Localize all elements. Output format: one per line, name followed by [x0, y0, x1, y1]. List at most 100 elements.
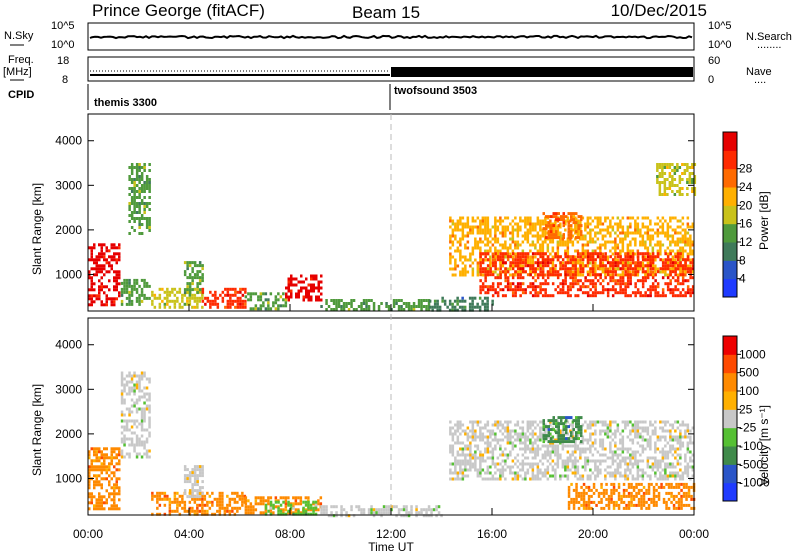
power-cell	[549, 240, 552, 244]
power-cell	[664, 258, 667, 262]
velocity-cell	[123, 419, 126, 423]
power-cell	[138, 196, 141, 199]
velocity-cell	[686, 423, 690, 427]
power-cell	[666, 166, 669, 169]
power-cell	[541, 222, 545, 226]
power-cell	[559, 234, 562, 238]
power-cell	[98, 270, 101, 274]
power-cell	[584, 255, 587, 259]
power-cell	[621, 270, 625, 274]
power-cell	[646, 231, 650, 235]
velocity-cell	[649, 423, 652, 427]
velocity-cell	[501, 423, 505, 427]
power-cell	[594, 252, 597, 256]
power-cell	[138, 220, 141, 223]
velocity-cell	[521, 447, 525, 451]
power-cell	[601, 222, 605, 226]
velocity-cell	[571, 444, 575, 448]
power-cell	[574, 258, 577, 262]
velocity-cell	[178, 503, 182, 507]
power-cell	[90, 276, 93, 280]
power-cell	[629, 276, 632, 280]
power-cell	[335, 302, 338, 305]
power-cell	[546, 243, 550, 247]
power-cell	[491, 258, 495, 262]
power-cell	[601, 270, 605, 274]
power-cell	[231, 293, 235, 297]
velocity-cell	[566, 468, 570, 472]
power-cell	[681, 249, 685, 253]
power-cell	[519, 267, 522, 271]
velocity-cell	[599, 468, 602, 472]
velocity-cell	[541, 453, 545, 457]
power-cell	[128, 278, 131, 282]
velocity-cell	[691, 465, 695, 469]
power-cell	[128, 232, 131, 235]
velocity-cell	[644, 447, 647, 451]
velocity-cell	[549, 474, 552, 478]
velocity-cell	[586, 474, 590, 478]
power-cell	[636, 231, 640, 235]
power-cell	[103, 258, 106, 262]
power-cell	[654, 255, 657, 259]
power-cell	[626, 273, 630, 277]
velocity-cell	[140, 395, 144, 399]
velocity-cell	[504, 459, 507, 463]
power-cell	[239, 299, 242, 303]
velocity-cell	[469, 462, 472, 466]
velocity-cell	[193, 489, 197, 493]
power-cell	[138, 217, 141, 220]
power-cell	[476, 273, 480, 277]
power-cell	[531, 276, 535, 280]
power-cell	[661, 172, 664, 175]
velocity-cell	[509, 432, 512, 436]
velocity-cell	[236, 500, 239, 504]
power-cell	[641, 258, 645, 262]
velocity-cell	[580, 428, 583, 432]
velocity-cell	[684, 456, 687, 460]
power-cell	[591, 219, 595, 223]
velocity-cell	[88, 456, 91, 460]
velocity-cell	[534, 474, 537, 478]
power-cell	[539, 270, 542, 274]
velocity-cell	[609, 465, 612, 469]
power-cell	[631, 252, 635, 256]
power-cell	[636, 225, 640, 229]
power-cell	[449, 234, 452, 238]
velocity-cell	[135, 452, 139, 456]
velocity-cell	[108, 474, 111, 478]
power-cell	[95, 261, 98, 265]
velocity-cell	[481, 459, 485, 463]
velocity-cell	[105, 498, 108, 502]
velocity-cell	[536, 474, 540, 478]
velocity-cell	[223, 506, 227, 510]
velocity-cell	[325, 505, 328, 509]
power-cell	[483, 302, 487, 306]
velocity-cell	[646, 426, 650, 430]
velocity-cell	[307, 512, 310, 516]
velocity-cell	[454, 441, 457, 445]
velocity-cell	[499, 468, 502, 472]
power-cell	[143, 281, 146, 285]
velocity-cell	[580, 416, 583, 420]
power-cell	[504, 252, 507, 256]
power-cell	[544, 282, 547, 286]
power-cell	[688, 166, 692, 169]
velocity-cell	[619, 432, 622, 436]
power-cell	[372, 308, 376, 311]
power-cell	[571, 267, 575, 271]
power-cell	[257, 295, 260, 299]
velocity-cell	[601, 441, 605, 445]
power-cell	[461, 267, 465, 271]
power-cell	[678, 166, 682, 169]
power-cell	[529, 267, 532, 271]
velocity-cell	[575, 482, 578, 486]
power-cell	[113, 252, 116, 256]
power-cell	[619, 237, 622, 241]
velocity-cell	[95, 483, 98, 487]
power-cell	[133, 229, 136, 232]
velocity-cell	[572, 440, 575, 444]
power-cell	[651, 273, 655, 277]
velocity-cell	[140, 422, 144, 426]
velocity-cell	[115, 453, 118, 457]
